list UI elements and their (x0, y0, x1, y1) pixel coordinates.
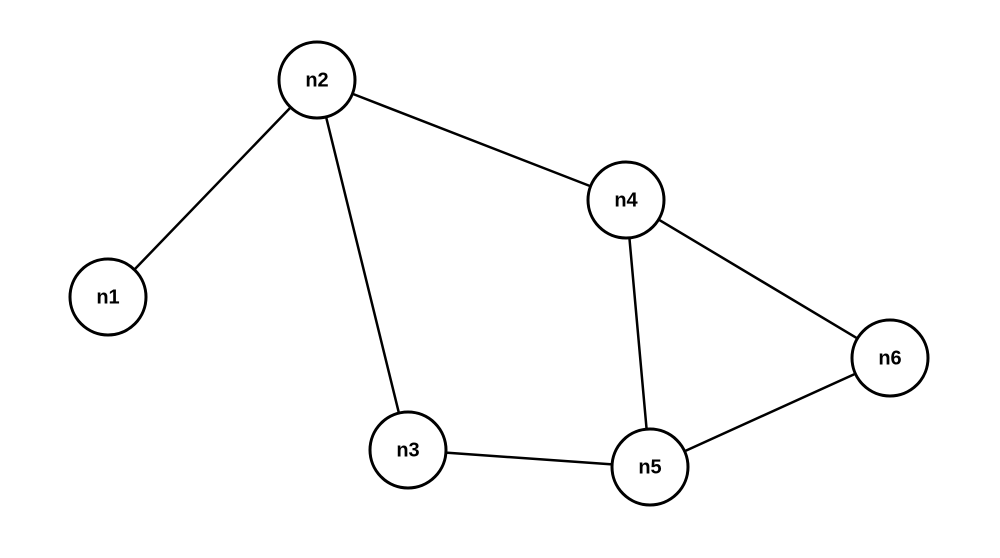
node-label-n5: n5 (638, 456, 661, 478)
nodes-layer: n1 n2 n3 n4 n5 n6 (70, 42, 928, 505)
edge-n4-n6 (659, 220, 858, 339)
edge-n2-n3 (326, 117, 399, 413)
edge-n1-n2 (134, 107, 290, 269)
node-n4: n4 (588, 162, 664, 238)
node-label-n3: n3 (396, 439, 419, 461)
edge-n3-n5 (446, 453, 612, 465)
edge-n5-n6 (685, 374, 856, 452)
node-n3: n3 (370, 412, 446, 488)
node-n6: n6 (852, 320, 928, 396)
node-n1: n1 (70, 259, 146, 335)
node-n5: n5 (612, 429, 688, 505)
node-label-n6: n6 (878, 347, 901, 369)
node-label-n1: n1 (96, 286, 119, 308)
network-graph: n1 n2 n3 n4 n5 n6 (0, 0, 1000, 558)
edges-layer (134, 94, 857, 465)
node-n2: n2 (279, 42, 355, 118)
node-label-n4: n4 (614, 189, 638, 211)
node-label-n2: n2 (305, 69, 328, 91)
edge-n4-n5 (629, 238, 646, 429)
edge-n2-n4 (352, 94, 590, 186)
